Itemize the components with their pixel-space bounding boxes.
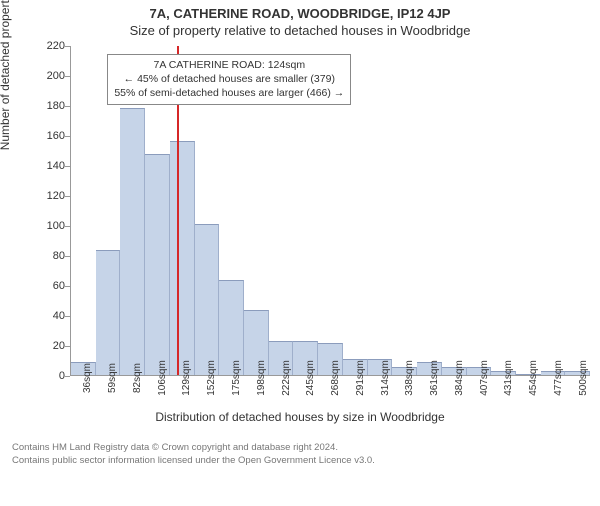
footer-attribution: Contains HM Land Registry data © Crown c… xyxy=(12,442,590,468)
y-tick-label: 40 xyxy=(40,310,65,322)
x-tick-label: 245sqm xyxy=(293,376,318,406)
histogram-bar xyxy=(96,250,121,375)
x-tick-label: 407sqm xyxy=(466,376,491,406)
footer-line-2: Contains public sector information licen… xyxy=(12,455,590,468)
y-tick-label: 140 xyxy=(40,160,65,172)
y-tick-label: 180 xyxy=(40,100,65,112)
x-tick-label: 268sqm xyxy=(318,376,343,406)
x-tick-label: 106sqm xyxy=(144,376,169,406)
y-tick-label: 160 xyxy=(40,130,65,142)
chart-title-sub: Size of property relative to detached ho… xyxy=(0,23,600,38)
chart-area: Number of detached properties 0204060801… xyxy=(50,46,590,406)
histogram-bar xyxy=(120,108,145,375)
info-line-smaller: ← 45% of detached houses are smaller (37… xyxy=(114,72,344,86)
x-tick-label: 291sqm xyxy=(342,376,367,406)
y-tick-label: 100 xyxy=(40,220,65,232)
footer-line-1: Contains HM Land Registry data © Crown c… xyxy=(12,442,590,455)
plot-region: 7A CATHERINE ROAD: 124sqm ← 45% of detac… xyxy=(70,46,590,376)
chart-title-main: 7A, CATHERINE ROAD, WOODBRIDGE, IP12 4JP xyxy=(0,6,600,21)
x-tick-label: 431sqm xyxy=(491,376,516,406)
y-tick-label: 120 xyxy=(40,190,65,202)
y-tick-label: 20 xyxy=(40,340,65,352)
histogram-bar xyxy=(145,154,170,375)
x-tick-label: 314sqm xyxy=(367,376,392,406)
info-line-size: 7A CATHERINE ROAD: 124sqm xyxy=(114,58,344,72)
x-tick-label: 454sqm xyxy=(516,376,541,406)
y-tick-label: 80 xyxy=(40,250,65,262)
x-tick-label: 152sqm xyxy=(194,376,219,406)
histogram-bar xyxy=(195,224,220,375)
histogram-bar xyxy=(170,141,195,375)
y-tick-label: 60 xyxy=(40,280,65,292)
property-info-box: 7A CATHERINE ROAD: 124sqm ← 45% of detac… xyxy=(107,54,351,105)
y-tick-label: 220 xyxy=(40,40,65,52)
x-tick-label: 384sqm xyxy=(441,376,466,406)
x-tick-label: 175sqm xyxy=(219,376,244,406)
x-tick-label: 500sqm xyxy=(565,376,590,406)
x-axis-label: Distribution of detached houses by size … xyxy=(0,410,600,424)
x-tick-label: 198sqm xyxy=(243,376,268,406)
x-tick-label: 36sqm xyxy=(70,376,95,406)
x-tick-label: 129sqm xyxy=(169,376,194,406)
x-tick-label: 361sqm xyxy=(417,376,442,406)
x-axis-ticks: 36sqm59sqm82sqm106sqm129sqm152sqm175sqm1… xyxy=(70,376,590,406)
y-tick-label: 200 xyxy=(40,70,65,82)
x-tick-label: 59sqm xyxy=(95,376,120,406)
info-line-larger: 55% of semi-detached houses are larger (… xyxy=(114,86,344,100)
x-tick-label: 222sqm xyxy=(268,376,293,406)
y-tick-label: 0 xyxy=(40,370,65,382)
x-tick-label: 82sqm xyxy=(120,376,145,406)
x-tick-label: 477sqm xyxy=(541,376,566,406)
y-axis-label: Number of detached properties xyxy=(0,0,12,150)
x-tick-label: 338sqm xyxy=(392,376,417,406)
